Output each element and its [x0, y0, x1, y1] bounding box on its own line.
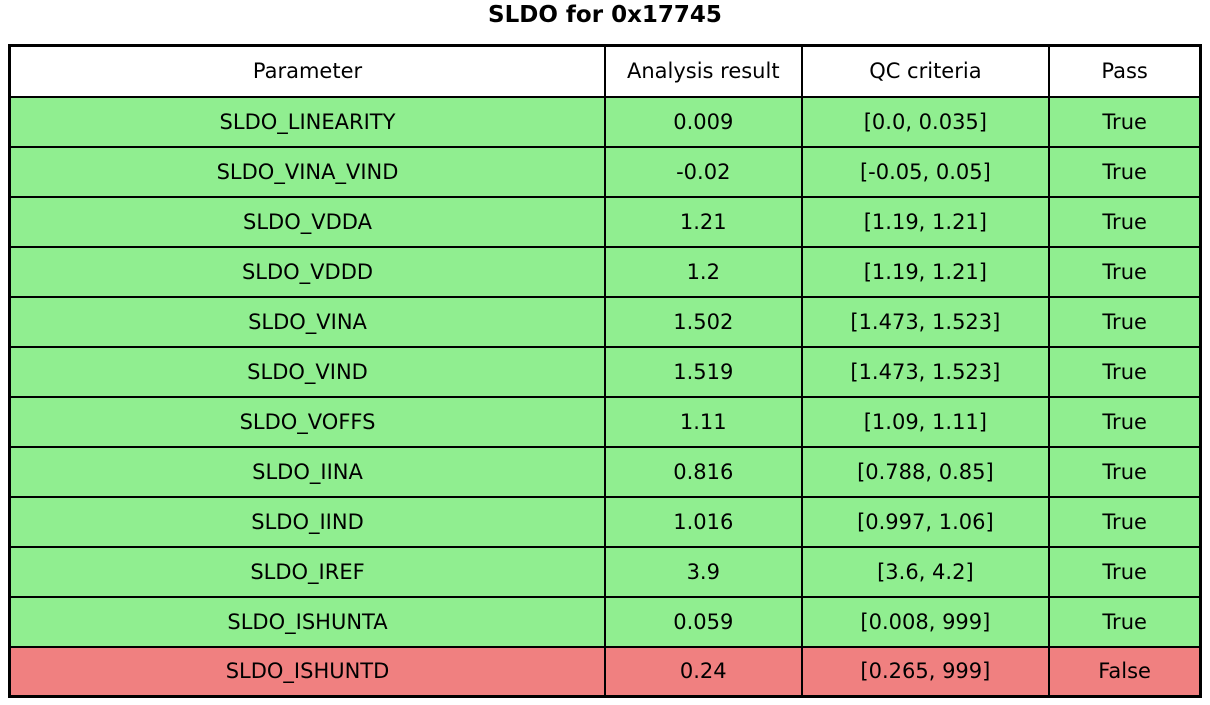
analysis-result-cell: 1.502	[604, 295, 803, 348]
pass-cell: True	[1048, 145, 1202, 198]
pass-cell: True	[1048, 495, 1202, 548]
pass-cell: True	[1048, 445, 1202, 498]
header-row: Parameter Analysis result QC criteria Pa…	[8, 44, 1202, 98]
table-row: SLDO_IINA 0.816 [0.788, 0.85] True	[8, 445, 1202, 498]
analysis-result-cell: 1.21	[604, 195, 803, 248]
pass-cell: True	[1048, 195, 1202, 248]
qc-criteria-cell: [1.473, 1.523]	[800, 295, 1051, 348]
analysis-result-cell: 0.24	[604, 645, 803, 698]
table-header: Parameter Analysis result QC criteria Pa…	[8, 44, 1202, 98]
parameter-cell: SLDO_LINEARITY	[8, 95, 607, 148]
qc-criteria-cell: [0.788, 0.85]	[800, 445, 1051, 498]
table-body: SLDO_LINEARITY 0.009 [0.0, 0.035] True S…	[8, 95, 1202, 698]
pass-cell: False	[1048, 645, 1202, 698]
table-row: SLDO_VDDD 1.2 [1.19, 1.21] True	[8, 245, 1202, 298]
qc-criteria-cell: [0.008, 999]	[800, 595, 1051, 648]
analysis-result-cell: 1.2	[604, 245, 803, 298]
parameter-cell: SLDO_VINA_VIND	[8, 145, 607, 198]
pass-cell: True	[1048, 395, 1202, 448]
parameter-cell: SLDO_ISHUNTA	[8, 595, 607, 648]
parameter-cell: SLDO_IREF	[8, 545, 607, 598]
qc-criteria-cell: [0.0, 0.035]	[800, 95, 1051, 148]
table-row: SLDO_VOFFS 1.11 [1.09, 1.11] True	[8, 395, 1202, 448]
qc-results-table: Parameter Analysis result QC criteria Pa…	[8, 44, 1202, 698]
pass-cell: True	[1048, 545, 1202, 598]
analysis-result-cell: 0.009	[604, 95, 803, 148]
column-header-pass: Pass	[1048, 44, 1202, 98]
column-header-qc-criteria: QC criteria	[800, 44, 1051, 98]
column-header-parameter: Parameter	[8, 44, 607, 98]
qc-criteria-cell: [1.09, 1.11]	[800, 395, 1051, 448]
parameter-cell: SLDO_VINA	[8, 295, 607, 348]
analysis-result-cell: 1.11	[604, 395, 803, 448]
pass-cell: True	[1048, 245, 1202, 298]
column-header-analysis-result: Analysis result	[604, 44, 803, 98]
table-row: SLDO_ISHUNTA 0.059 [0.008, 999] True	[8, 595, 1202, 648]
table-row: SLDO_LINEARITY 0.009 [0.0, 0.035] True	[8, 95, 1202, 148]
parameter-cell: SLDO_IIND	[8, 495, 607, 548]
pass-cell: True	[1048, 95, 1202, 148]
parameter-cell: SLDO_VDDA	[8, 195, 607, 248]
parameter-cell: SLDO_VIND	[8, 345, 607, 398]
qc-criteria-cell: [1.19, 1.21]	[800, 195, 1051, 248]
analysis-result-cell: 0.059	[604, 595, 803, 648]
qc-criteria-cell: [-0.05, 0.05]	[800, 145, 1051, 198]
qc-criteria-cell: [1.19, 1.21]	[800, 245, 1051, 298]
analysis-result-cell: 1.519	[604, 345, 803, 398]
table-row: SLDO_IREF 3.9 [3.6, 4.2] True	[8, 545, 1202, 598]
table-row: SLDO_IIND 1.016 [0.997, 1.06] True	[8, 495, 1202, 548]
analysis-result-cell: -0.02	[604, 145, 803, 198]
analysis-result-cell: 1.016	[604, 495, 803, 548]
parameter-cell: SLDO_VDDD	[8, 245, 607, 298]
analysis-result-cell: 3.9	[604, 545, 803, 598]
parameter-cell: SLDO_VOFFS	[8, 395, 607, 448]
pass-cell: True	[1048, 345, 1202, 398]
table-row: SLDO_VIND 1.519 [1.473, 1.523] True	[8, 345, 1202, 398]
table-row: SLDO_VINA_VIND -0.02 [-0.05, 0.05] True	[8, 145, 1202, 198]
analysis-result-cell: 0.816	[604, 445, 803, 498]
table-row: SLDO_ISHUNTD 0.24 [0.265, 999] False	[8, 645, 1202, 698]
qc-criteria-cell: [1.473, 1.523]	[800, 345, 1051, 398]
pass-cell: True	[1048, 295, 1202, 348]
qc-criteria-cell: [3.6, 4.2]	[800, 545, 1051, 598]
qc-criteria-cell: [0.265, 999]	[800, 645, 1051, 698]
table-row: SLDO_VDDA 1.21 [1.19, 1.21] True	[8, 195, 1202, 248]
table-row: SLDO_VINA 1.502 [1.473, 1.523] True	[8, 295, 1202, 348]
qc-criteria-cell: [0.997, 1.06]	[800, 495, 1051, 548]
pass-cell: True	[1048, 595, 1202, 648]
parameter-cell: SLDO_ISHUNTD	[8, 645, 607, 698]
page-title: SLDO for 0x17745	[488, 2, 722, 28]
parameter-cell: SLDO_IINA	[8, 445, 607, 498]
